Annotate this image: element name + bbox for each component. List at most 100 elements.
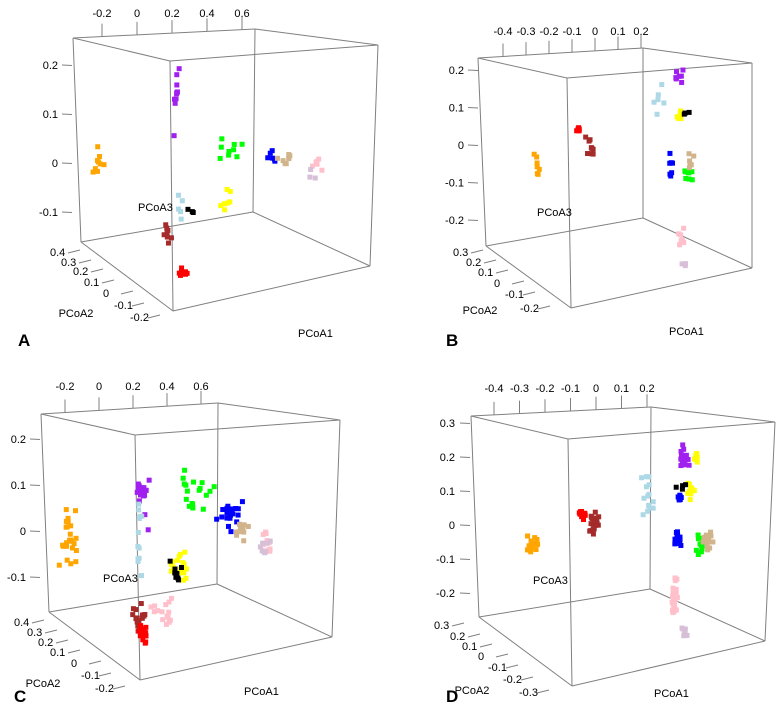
point-pink [673, 591, 679, 597]
z-tick-label: -0.1 [7, 572, 26, 584]
x-tick-label: 0.1 [610, 26, 625, 38]
point-pink [672, 606, 678, 612]
y-tick [495, 269, 509, 274]
point-orange [64, 543, 70, 549]
y-tick-label: -0.2 [130, 312, 149, 324]
point-lightblue [135, 558, 141, 564]
point-blue [677, 534, 683, 540]
y-tick-label: 0.2 [73, 266, 88, 278]
z-tick [61, 162, 73, 164]
y-tick-label: 0.3 [434, 620, 449, 632]
point-tan [286, 155, 292, 161]
point-green [219, 136, 225, 142]
panel-c: -0.2 0 0.2 0.4 0.60.20.10-0.10.40.30.20.10-0… [7, 381, 341, 704]
box-edge [571, 640, 766, 687]
point-yellow [693, 452, 699, 458]
y-tick-label: -0.1 [114, 300, 133, 312]
point-green [190, 505, 196, 511]
point-thistle [259, 548, 265, 554]
z-tick-label: -0.1 [445, 178, 464, 190]
point-red [140, 637, 146, 643]
z-tick [467, 144, 479, 146]
point-orange [64, 557, 70, 563]
y-tick [467, 633, 481, 638]
x-tick-label: -0.3 [510, 383, 529, 395]
point-blue [224, 510, 230, 516]
box-edge [172, 265, 371, 312]
point-tan [286, 152, 292, 158]
point-purple [145, 527, 151, 533]
z-tick-label: 0.1 [449, 103, 464, 115]
box-edge [169, 60, 174, 312]
point-black [172, 570, 178, 576]
point-black [178, 564, 184, 570]
point-brown [130, 612, 136, 618]
point-green [191, 479, 197, 485]
point-lightblue [135, 529, 141, 535]
point-brown [130, 606, 136, 612]
point-yellow [224, 186, 230, 192]
y-axis-label: PCoA2 [463, 305, 498, 317]
point-blue [265, 155, 271, 161]
point-brown [135, 618, 141, 624]
point-red [581, 517, 587, 523]
y-tick [522, 291, 536, 296]
point-lightblue [646, 502, 652, 508]
point-yellow [177, 551, 183, 557]
point-orange [95, 159, 101, 165]
point-black [185, 206, 191, 212]
point-thistle [264, 540, 270, 546]
x-tick-label: -0.2 [536, 383, 555, 395]
point-yellow [694, 459, 700, 465]
box-edge [216, 583, 333, 638]
point-pink [681, 240, 687, 246]
point-purple [678, 463, 684, 469]
point-orange [94, 168, 100, 174]
y-tick [44, 629, 58, 634]
z-tick [467, 219, 479, 221]
point-orange [65, 515, 71, 521]
point-orange [90, 169, 96, 175]
point-purple [674, 69, 680, 75]
point-lightblue [136, 555, 142, 561]
point-lightblue [646, 491, 652, 497]
point-blue [672, 541, 678, 547]
box-edge [478, 616, 573, 687]
y-tick [98, 672, 112, 677]
panel-letter: C [14, 687, 26, 704]
y-axis-label: PCoA2 [455, 685, 490, 697]
point-red [141, 628, 147, 634]
point-purple [679, 79, 685, 85]
y-tick-label: 0 [103, 288, 109, 300]
point-purple [673, 76, 679, 82]
point-blue [220, 507, 226, 513]
y-tick-label: -0.2 [520, 303, 539, 315]
point-red [183, 269, 189, 275]
point-orange [534, 164, 540, 170]
point-pink [679, 237, 685, 243]
point-green [207, 488, 213, 494]
x-tick-label: 0.4 [199, 8, 214, 20]
point-orange [68, 561, 74, 567]
point-orange [73, 535, 79, 541]
y-tick-label: 0.2 [450, 631, 465, 643]
panel-d: -0.4 -0.3 -0.2 -0.1 0 0.1 0.20.30.20.10-0.1-0.… [434, 383, 776, 704]
point-yellow [687, 497, 693, 503]
point-black [680, 483, 686, 489]
point-lightblue [178, 209, 184, 215]
y-tick-label: -0.1 [505, 289, 524, 301]
point-blue [233, 506, 239, 512]
point-blue [677, 494, 683, 500]
point-brown [588, 514, 594, 520]
y-tick-label: 0.3 [453, 247, 468, 259]
point-blue [225, 523, 231, 529]
point-blue [677, 541, 683, 547]
point-lightblue [640, 512, 646, 518]
y-tick-label: 0.1 [84, 277, 99, 289]
point-green [693, 547, 699, 553]
point-green [695, 552, 701, 558]
point-tan [237, 524, 243, 530]
y-tick [67, 249, 81, 254]
point-lightblue [139, 513, 145, 519]
